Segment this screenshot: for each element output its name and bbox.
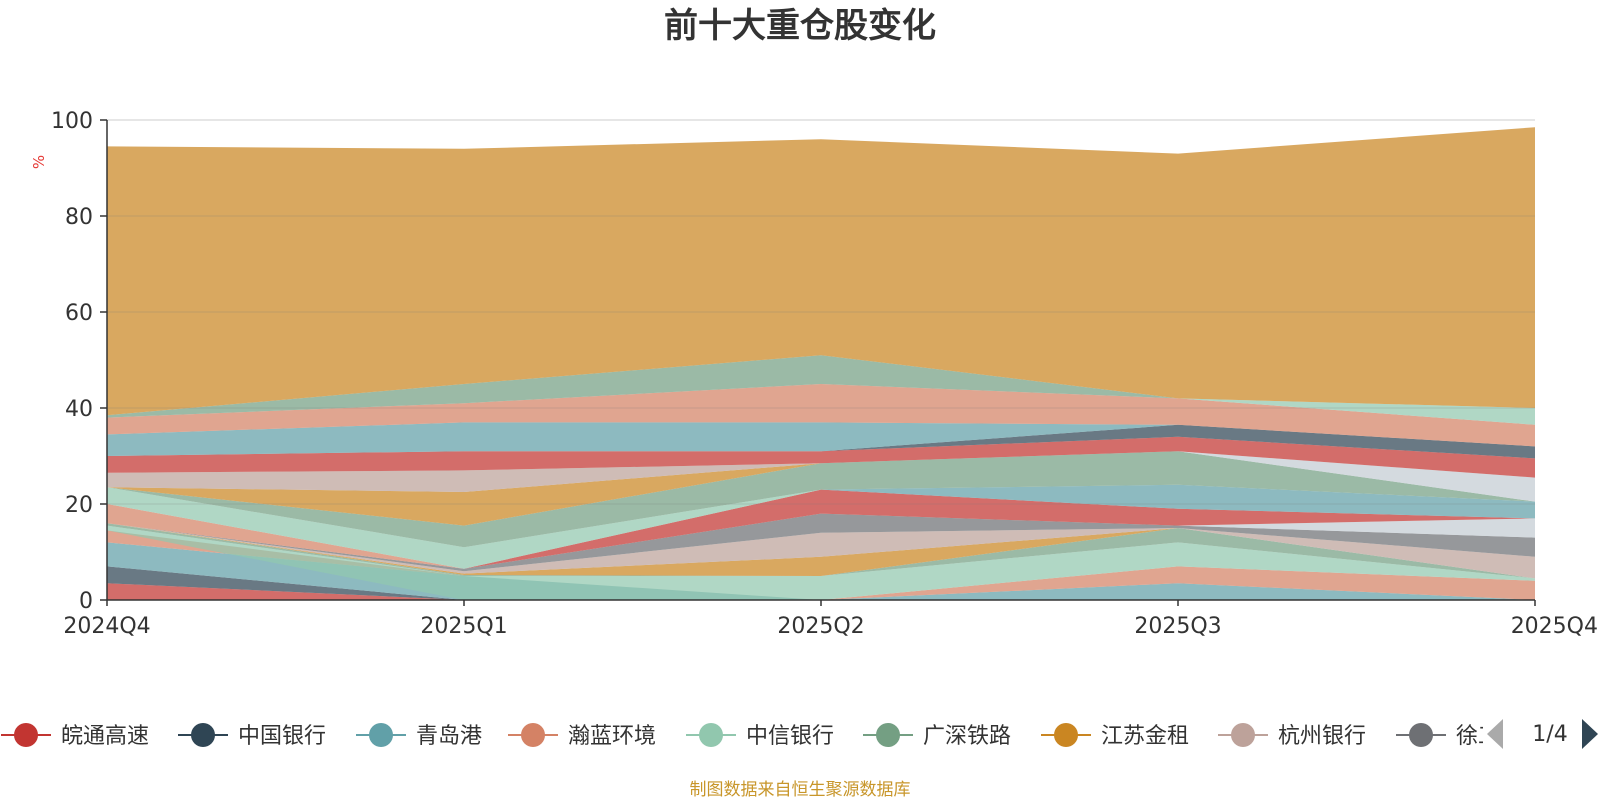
y-tick-label: 60 [65, 301, 93, 326]
y-tick-label: 40 [65, 397, 93, 422]
area-band-10 [107, 489, 1535, 569]
area-band-17 [107, 451, 1535, 492]
legend-marker-icon [876, 723, 900, 747]
legend-marker-icon [521, 723, 545, 747]
x-tick-label: 2025Q1 [420, 614, 507, 639]
legend-label: 徐工机械 [1456, 724, 1544, 749]
y-tick-label: 0 [79, 589, 93, 614]
legend-label: 皖通高速 [61, 724, 149, 749]
legend-item[interactable]: 杭州银行 [1218, 723, 1366, 749]
area-band-24 [107, 127, 1535, 416]
legend-item[interactable]: 瀚蓝环境 [508, 723, 656, 749]
legend-label: 青岛港 [416, 724, 482, 749]
source-note: 制图数据来自恒生聚源数据库 [690, 780, 911, 800]
area-band-4 [107, 525, 1535, 600]
legend-marker-icon [1054, 723, 1078, 747]
legend-item[interactable]: 徐工机械 [1396, 723, 1544, 749]
area-band-12 [107, 487, 1535, 569]
area-band-23 [107, 355, 1535, 418]
legend: 皖通高速 中国银行 青岛港 瀚蓝环境 中信银行 广深铁路 江苏金租 杭州银行 徐工机械 [1, 723, 1544, 749]
area-band-3 [107, 530, 1535, 600]
legend-marker-icon [699, 723, 723, 747]
legend-label: 广深铁路 [923, 724, 1011, 749]
legend-label: 瀚蓝环境 [568, 724, 656, 749]
area-band-21 [107, 384, 1535, 447]
legend-item[interactable]: 江苏金租 [1041, 723, 1189, 749]
area-band-13 [107, 484, 1535, 548]
area-band-19 [107, 424, 1535, 459]
legend-prev-icon[interactable] [1487, 719, 1503, 749]
y-tick-label: 100 [51, 109, 93, 134]
legend-marker-icon [14, 723, 38, 747]
chart-title: 前十大重仓股变化 [664, 6, 936, 46]
legend-marker-icon [191, 723, 215, 747]
legend-label: 江苏金租 [1101, 724, 1189, 749]
x-tick-label: 2024Q4 [63, 614, 150, 639]
legend-label: 中信银行 [746, 724, 834, 749]
x-tick-label: 2025Q4 [1511, 614, 1598, 639]
area-bands [107, 127, 1535, 600]
area-band-18 [107, 436, 1535, 478]
legend-page-indicator: 1/4 [1532, 722, 1567, 747]
legend-item[interactable]: 中国银行 [178, 723, 326, 749]
area-band-6 [107, 523, 1535, 579]
area-band-0 [107, 583, 1535, 600]
legend-next-icon[interactable] [1582, 719, 1598, 749]
x-tick-label: 2025Q2 [777, 614, 864, 639]
legend-marker-icon [369, 723, 393, 747]
y-tick-label: 20 [65, 493, 93, 518]
area-band-5 [107, 523, 1535, 579]
axes: 0 20 40 60 80 100 2024Q4 2025Q1 2025Q2 2025Q3 2025… [51, 109, 1598, 639]
x-tick-label: 2025Q3 [1134, 614, 1221, 639]
legend-label: 杭州银行 [1278, 724, 1366, 749]
y-axis-label: % [30, 155, 48, 169]
legend-item[interactable]: 广深铁路 [863, 723, 1011, 749]
legend-item[interactable]: 青岛港 [356, 723, 482, 749]
area-band-8 [107, 513, 1535, 572]
area-band-15 [107, 451, 1535, 526]
legend-item[interactable]: 皖通高速 [1, 723, 149, 749]
y-tick-label: 80 [65, 205, 93, 230]
legend-label: 中国银行 [238, 724, 326, 749]
legend-item[interactable]: 中信银行 [686, 723, 834, 749]
area-band-7 [107, 523, 1535, 579]
area-band-14 [107, 451, 1535, 548]
legend-marker-icon [1231, 723, 1255, 747]
legend-marker-icon [1409, 723, 1433, 747]
area-band-20 [107, 422, 1535, 456]
gridlines [107, 119, 1535, 505]
